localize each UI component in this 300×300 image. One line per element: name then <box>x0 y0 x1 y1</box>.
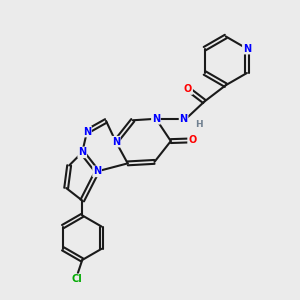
Text: N: N <box>243 44 251 54</box>
Text: N: N <box>112 137 120 147</box>
Text: O: O <box>188 136 196 146</box>
Text: N: N <box>78 147 86 158</box>
Text: N: N <box>152 114 160 124</box>
Text: O: O <box>184 84 192 94</box>
Text: N: N <box>179 114 188 124</box>
Text: N: N <box>93 167 101 176</box>
Text: N: N <box>83 127 91 136</box>
Text: H: H <box>195 120 202 129</box>
Text: Cl: Cl <box>71 274 82 284</box>
